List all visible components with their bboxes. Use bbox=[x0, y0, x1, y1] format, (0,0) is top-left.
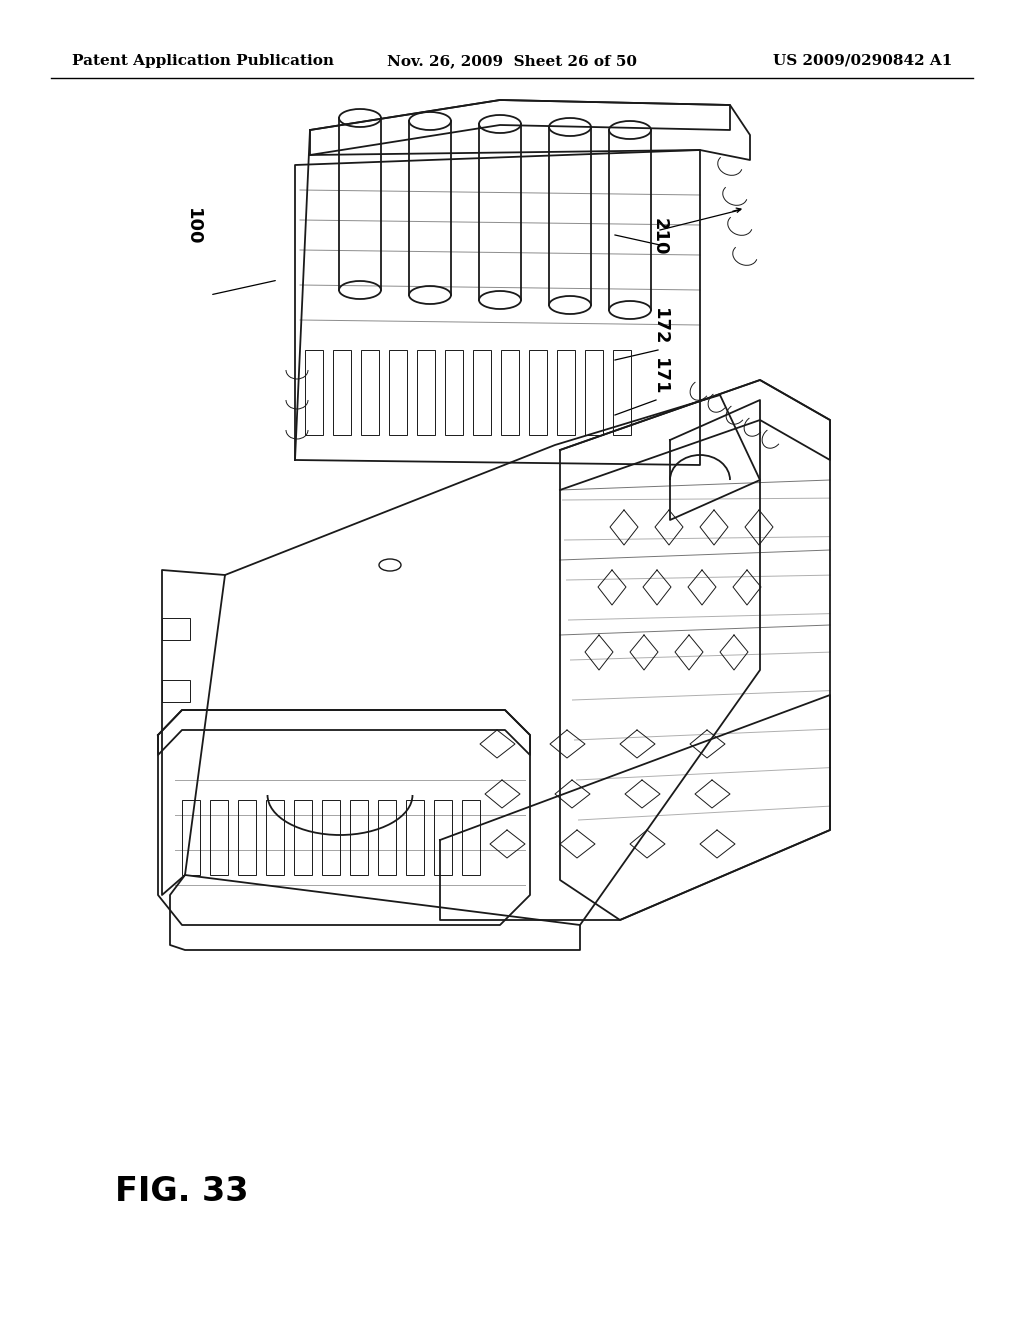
Bar bbox=[333, 350, 351, 436]
Bar bbox=[585, 350, 603, 436]
Bar bbox=[434, 800, 452, 875]
Bar bbox=[473, 350, 490, 436]
Bar bbox=[162, 680, 190, 702]
Text: 210: 210 bbox=[651, 218, 669, 255]
Bar bbox=[182, 800, 200, 875]
Bar bbox=[322, 800, 340, 875]
Bar bbox=[445, 350, 463, 436]
Bar bbox=[361, 350, 379, 436]
Bar bbox=[529, 350, 547, 436]
Bar bbox=[557, 350, 575, 436]
Bar bbox=[462, 800, 480, 875]
Bar bbox=[613, 350, 631, 436]
Bar bbox=[350, 800, 368, 875]
Text: 171: 171 bbox=[651, 358, 669, 395]
Text: 172: 172 bbox=[651, 308, 669, 345]
Text: FIG. 33: FIG. 33 bbox=[115, 1175, 249, 1208]
Bar bbox=[266, 800, 284, 875]
Bar bbox=[162, 618, 190, 640]
Bar bbox=[305, 350, 323, 436]
Text: US 2009/0290842 A1: US 2009/0290842 A1 bbox=[773, 54, 952, 69]
Text: 100: 100 bbox=[184, 207, 202, 246]
Bar bbox=[501, 350, 519, 436]
Bar bbox=[378, 800, 396, 875]
Text: Patent Application Publication: Patent Application Publication bbox=[72, 54, 334, 69]
Bar bbox=[210, 800, 228, 875]
Bar bbox=[389, 350, 407, 436]
Bar bbox=[238, 800, 256, 875]
Text: Nov. 26, 2009  Sheet 26 of 50: Nov. 26, 2009 Sheet 26 of 50 bbox=[387, 54, 637, 69]
Bar bbox=[294, 800, 312, 875]
Bar bbox=[417, 350, 435, 436]
Bar bbox=[406, 800, 424, 875]
